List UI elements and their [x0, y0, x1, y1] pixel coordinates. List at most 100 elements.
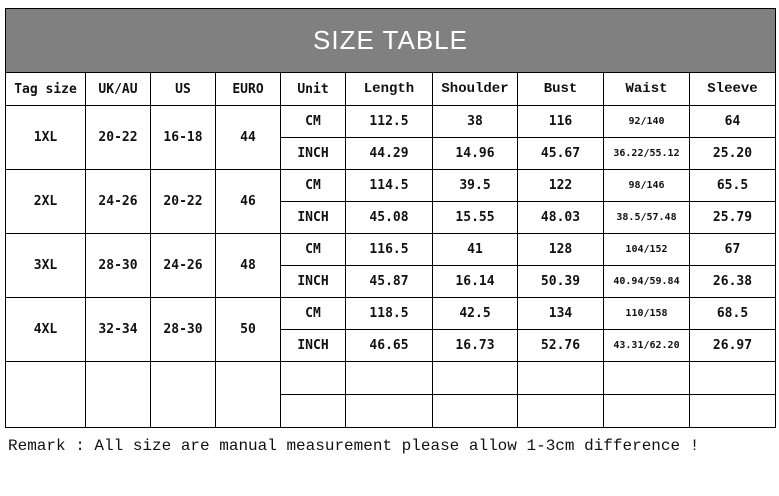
table-cell: 48: [215, 233, 281, 298]
column-header: Bust: [517, 72, 604, 106]
table-cell: 45.08: [345, 201, 433, 234]
table-cell: 28-30: [150, 297, 216, 362]
column-header: Sleeve: [689, 72, 776, 106]
empty-cell: [517, 394, 604, 428]
column-header: US: [150, 72, 216, 106]
table-cell: 20-22: [85, 105, 151, 170]
table-cell: 38: [432, 105, 518, 138]
table-cell: 15.55: [432, 201, 518, 234]
table-cell: INCH: [280, 201, 346, 234]
column-header: Tag size: [5, 72, 86, 106]
tag-size-cell: 1XL: [5, 105, 86, 170]
table-cell: 25.79: [689, 201, 776, 234]
table-cell: 16-18: [150, 105, 216, 170]
table-cell: 25.20: [689, 137, 776, 170]
column-header: Unit: [280, 72, 346, 106]
table-cell: 118.5: [345, 297, 433, 330]
table-cell: 16.73: [432, 329, 518, 362]
empty-cell: [280, 361, 346, 395]
table-row: 3XL 28-30 24-26 48 CM 116.5 41 128 104/152 67: [5, 233, 776, 298]
table-cell: 50.39: [517, 265, 604, 298]
table-cell: 24-26: [85, 169, 151, 234]
table-cell: 45.87: [345, 265, 433, 298]
table-cell: 44.29: [345, 137, 433, 170]
table-cell: INCH: [280, 265, 346, 298]
empty-cell: [215, 361, 281, 428]
table-cell: 28-30: [85, 233, 151, 298]
empty-row: [5, 361, 776, 428]
table-cell: 64: [689, 105, 776, 138]
column-header: Shoulder: [432, 72, 518, 106]
tag-size-cell: 3XL: [5, 233, 86, 298]
empty-cell: [689, 394, 776, 428]
table-cell: 40.94/59.84: [603, 265, 690, 298]
tag-size-cell: 4XL: [5, 297, 86, 362]
table-row: INCH 46.65 16.73 52.76 43.31/62.20 26.97: [6, 329, 776, 362]
empty-row: [6, 394, 776, 428]
table-cell: 26.38: [689, 265, 776, 298]
empty-cell: [432, 394, 518, 428]
table-cell: 44: [215, 105, 281, 170]
table-row: INCH 45.08 15.55 48.03 38.5/57.48 25.79: [6, 201, 776, 234]
table-cell: 98/146: [603, 169, 690, 202]
empty-cell: [432, 361, 518, 395]
table-cell: 122: [517, 169, 604, 202]
table-cell: 112.5: [345, 105, 433, 138]
table-cell: 14.96: [432, 137, 518, 170]
tag-size-cell: 2XL: [5, 169, 86, 234]
column-header: EURO: [215, 72, 281, 106]
table-cell: 68.5: [689, 297, 776, 330]
table-cell: CM: [280, 233, 346, 266]
table-cell: 38.5/57.48: [603, 201, 690, 234]
table-cell: CM: [280, 297, 346, 330]
table-cell: 67: [689, 233, 776, 266]
table-row: 1XL 20-22 16-18 44 CM 112.5 38 116 92/140 64: [5, 105, 776, 170]
table-cell: 116: [517, 105, 604, 138]
table-cell: 24-26: [150, 233, 216, 298]
empty-cell: [5, 361, 86, 428]
empty-cell: [603, 394, 690, 428]
table-cell: 32-34: [85, 297, 151, 362]
table-row: 2XL 24-26 20-22 46 CM 114.5 39.5 122 98/146 65.5: [5, 169, 776, 234]
table-cell: 43.31/62.20: [603, 329, 690, 362]
table-cell: 65.5: [689, 169, 776, 202]
table-cell: 110/158: [603, 297, 690, 330]
empty-cell: [85, 361, 151, 428]
table-cell: 46: [215, 169, 281, 234]
table-cell: CM: [280, 169, 346, 202]
table-cell: 92/140: [603, 105, 690, 138]
empty-cell: [150, 361, 216, 428]
table-cell: 46.65: [345, 329, 433, 362]
size-table: SIZE TABLE Tag size UK/AU US EURO Unit Length…: [5, 8, 776, 428]
table-cell: 48.03: [517, 201, 604, 234]
column-header: UK/AU: [85, 72, 151, 106]
empty-cell: [517, 361, 604, 395]
table-cell: 52.76: [517, 329, 604, 362]
table-cell: 42.5: [432, 297, 518, 330]
table-cell: 20-22: [150, 169, 216, 234]
empty-cell: [689, 361, 776, 395]
empty-cell: [345, 361, 433, 395]
column-header: Length: [345, 72, 433, 106]
table-cell: INCH: [280, 329, 346, 362]
table-row: 4XL 32-34 28-30 50 CM 118.5 42.5 134 110/158 68.5: [5, 297, 776, 362]
table-cell: 39.5: [432, 169, 518, 202]
header-row: Tag size UK/AU US EURO Unit Length Shoulder Bus…: [5, 72, 776, 106]
remark-text: Remark : All size are manual measurement…: [8, 437, 700, 455]
table-cell: 36.22/55.12: [603, 137, 690, 170]
table-title: SIZE TABLE: [5, 8, 776, 73]
table-cell: INCH: [280, 137, 346, 170]
table-row: INCH 44.29 14.96 45.67 36.22/55.12 25.20: [6, 137, 776, 170]
empty-cell: [345, 394, 433, 428]
empty-cell: [603, 361, 690, 395]
table-cell: 128: [517, 233, 604, 266]
table-cell: CM: [280, 105, 346, 138]
table-cell: 41: [432, 233, 518, 266]
table-cell: 45.67: [517, 137, 604, 170]
table-row: INCH 45.87 16.14 50.39 40.94/59.84 26.38: [6, 265, 776, 298]
table-cell: 50: [215, 297, 281, 362]
table-cell: 16.14: [432, 265, 518, 298]
empty-cell: [280, 394, 346, 428]
table-cell: 104/152: [603, 233, 690, 266]
table-cell: 134: [517, 297, 604, 330]
